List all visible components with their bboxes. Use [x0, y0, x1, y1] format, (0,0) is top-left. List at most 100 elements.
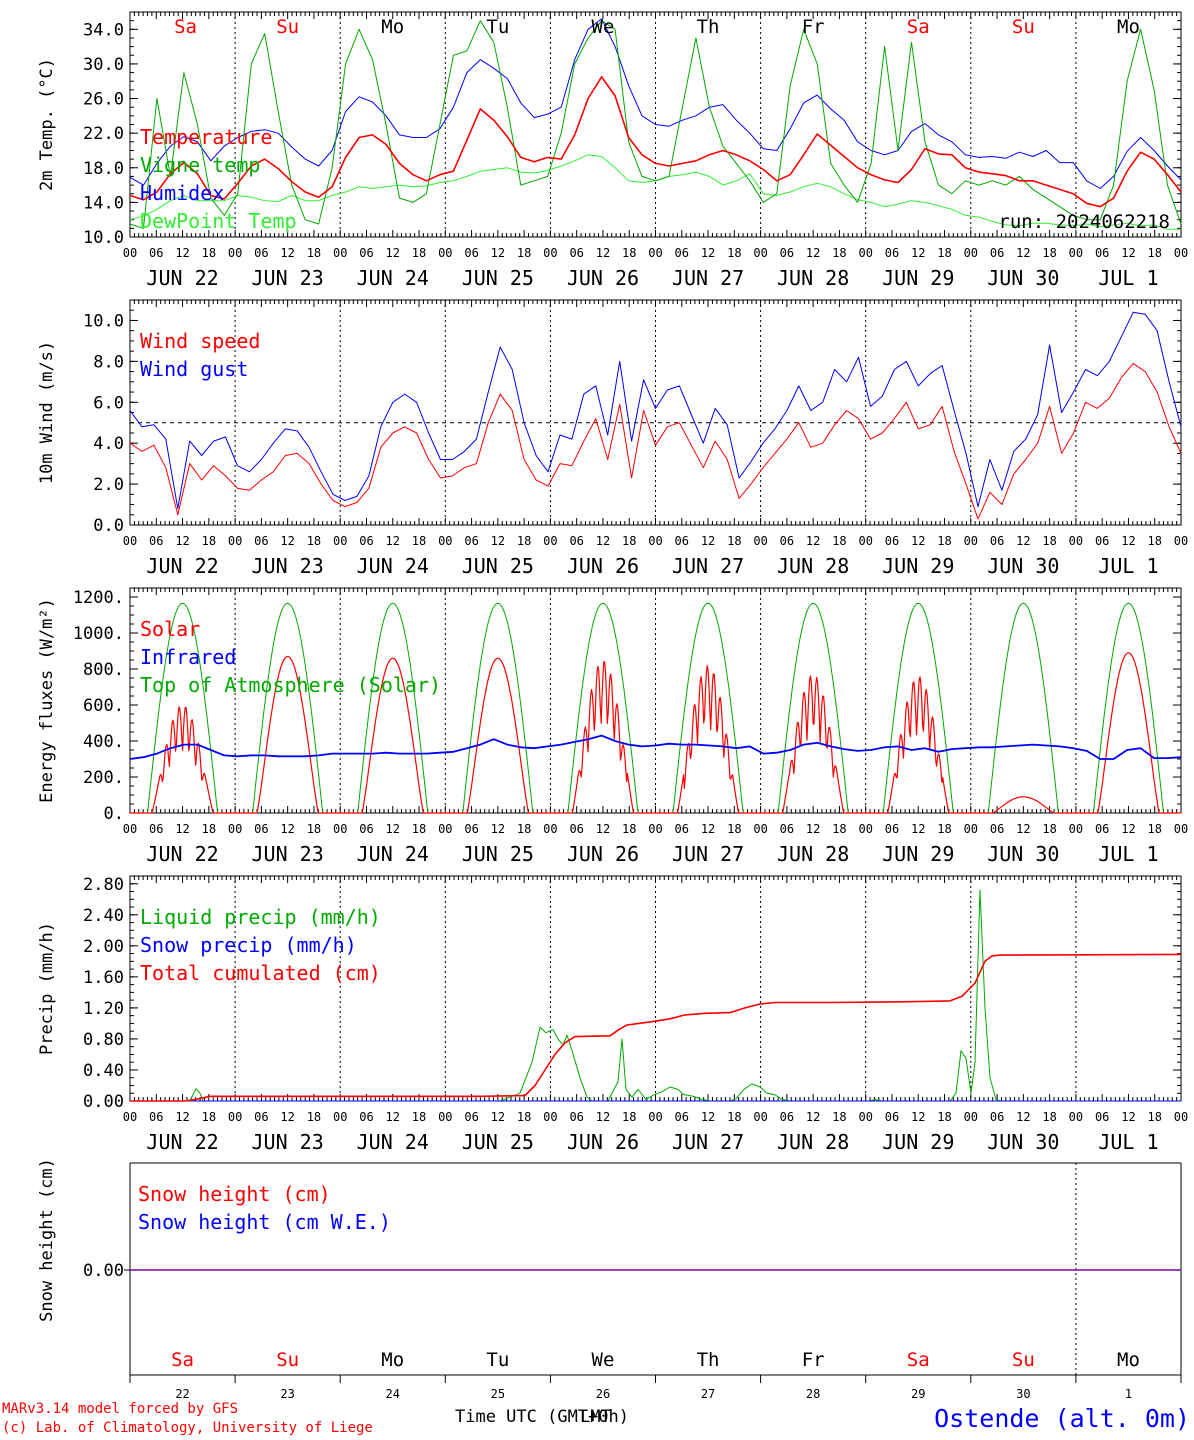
y-tick-label: 14.0	[83, 193, 124, 213]
hour-tick-label: 00	[333, 246, 347, 260]
hour-tick-label: 18	[202, 246, 216, 260]
hour-tick-label: 18	[307, 246, 321, 260]
hour-tick-label: 18	[412, 1110, 426, 1124]
date-label: JUN 30	[987, 554, 1059, 578]
hour-tick-label: 06	[990, 246, 1004, 260]
hour-tick-label: 06	[464, 822, 478, 836]
hour-tick-label: 00	[648, 534, 662, 548]
hour-tick-label: 18	[1147, 534, 1161, 548]
y-tick-label: 1.20	[83, 999, 124, 1019]
date-label: JUN 24	[357, 842, 429, 866]
hour-tick-label: 12	[175, 1110, 189, 1124]
hour-tick-label: 12	[175, 246, 189, 260]
hour-tick-label: 12	[701, 534, 715, 548]
day-name-label: Su	[276, 16, 299, 38]
hour-tick-label: 12	[1121, 822, 1135, 836]
hour-tick-label: 12	[911, 534, 925, 548]
legend-entry: Solar	[140, 617, 200, 641]
date-label: JUN 27	[672, 1130, 744, 1154]
hour-tick-label: 18	[937, 1110, 951, 1124]
hour-tick-label: 06	[885, 1110, 899, 1124]
y-tick-label: 8.0	[93, 352, 124, 372]
hour-tick-label: 18	[832, 534, 846, 548]
series-line-vigne-temp	[129, 20, 1182, 229]
hour-tick-label: 06	[254, 534, 268, 548]
hour-tick-label: 12	[596, 534, 610, 548]
y-tick-label: 0.	[104, 804, 124, 824]
series-line-humidex	[129, 18, 1182, 189]
legend-entry: Snow precip (mm/h)	[140, 933, 357, 957]
hour-tick-label: 12	[596, 1110, 610, 1124]
hour-tick-label: 00	[753, 1110, 767, 1124]
y-tick-label: 10.0	[83, 228, 124, 248]
date-label: JUN 28	[777, 554, 849, 578]
bottom-day-name: Su	[276, 1349, 299, 1371]
hour-tick-label: 18	[202, 1110, 216, 1124]
hour-tick-label: 12	[806, 246, 820, 260]
hour-tick-label: 00	[1174, 822, 1188, 836]
hour-tick-label: 18	[412, 822, 426, 836]
day-name-label: Fr	[802, 16, 825, 38]
y-tick-label: 2.0	[93, 475, 124, 495]
date-label: JUL 1	[1098, 266, 1158, 290]
y-tick-label: 22.0	[83, 124, 124, 144]
bottom-day-name: Sa	[171, 1349, 194, 1371]
y-axis-label: 2m Temp. (°C)	[37, 58, 57, 191]
hour-tick-label: 00	[1174, 246, 1188, 260]
hour-tick-label: 12	[806, 534, 820, 548]
hour-tick-label: 06	[254, 1110, 268, 1124]
legend-entry: Total cumulated (cm)	[140, 961, 381, 985]
legend-entry: Humidex	[140, 181, 224, 205]
hour-tick-label: 06	[359, 822, 373, 836]
y-tick-label: 1.60	[83, 968, 124, 988]
hour-tick-label: 00	[123, 534, 137, 548]
hour-tick-label: 00	[753, 534, 767, 548]
legend-entry: Snow height (cm W.E.)	[138, 1210, 391, 1234]
hour-tick-label: 00	[543, 534, 557, 548]
hour-tick-label: 00	[438, 822, 452, 836]
hour-tick-label: 12	[1121, 1110, 1135, 1124]
hour-tick-label: 00	[333, 822, 347, 836]
date-label: JUN 22	[146, 266, 218, 290]
bottom-day-name: Tu	[486, 1349, 509, 1371]
date-label: JUN 25	[462, 266, 534, 290]
y-tick-label: 400.	[83, 732, 124, 752]
hour-tick-label: 12	[491, 246, 505, 260]
hour-tick-label: 00	[648, 1110, 662, 1124]
hour-tick-label: 12	[491, 822, 505, 836]
date-label: JUN 22	[146, 554, 218, 578]
hour-tick-label: 18	[1147, 246, 1161, 260]
hour-tick-label: 00	[1069, 246, 1083, 260]
date-label: JUN 28	[777, 266, 849, 290]
hour-tick-label: 18	[622, 534, 636, 548]
hour-tick-label: 18	[307, 1110, 321, 1124]
date-label: JUL 1	[1098, 842, 1158, 866]
date-label: JUN 28	[777, 1130, 849, 1154]
date-label: JUN 27	[672, 554, 744, 578]
hour-tick-label: 00	[438, 534, 452, 548]
hour-tick-label: 18	[412, 534, 426, 548]
hour-tick-label: 18	[202, 822, 216, 836]
y-tick-label: 0.00	[83, 1092, 124, 1112]
bottom-day-name: Th	[697, 1349, 720, 1371]
date-label: JUN 30	[987, 1130, 1059, 1154]
legend-entry: Top of Atmosphere (Solar)	[140, 673, 441, 697]
date-label: JUL 1	[1098, 554, 1158, 578]
hour-tick-label: 12	[491, 1110, 505, 1124]
y-tick-label: 2.40	[83, 906, 124, 926]
date-label: JUN 25	[462, 842, 534, 866]
legend-entry: Vigne temp	[140, 153, 260, 177]
hour-tick-label: 12	[701, 1110, 715, 1124]
hour-tick-label: 00	[1174, 1110, 1188, 1124]
hour-tick-label: 06	[464, 1110, 478, 1124]
bottom-day-number: 22	[175, 1387, 189, 1401]
day-name-label: Sa	[174, 16, 197, 38]
hour-tick-label: 00	[543, 246, 557, 260]
hour-tick-label: 12	[911, 1110, 925, 1124]
date-label: JUN 23	[252, 266, 324, 290]
date-label: JUN 27	[672, 842, 744, 866]
hour-tick-label: 00	[543, 822, 557, 836]
hour-tick-label: 06	[885, 822, 899, 836]
date-label: JUN 28	[777, 842, 849, 866]
